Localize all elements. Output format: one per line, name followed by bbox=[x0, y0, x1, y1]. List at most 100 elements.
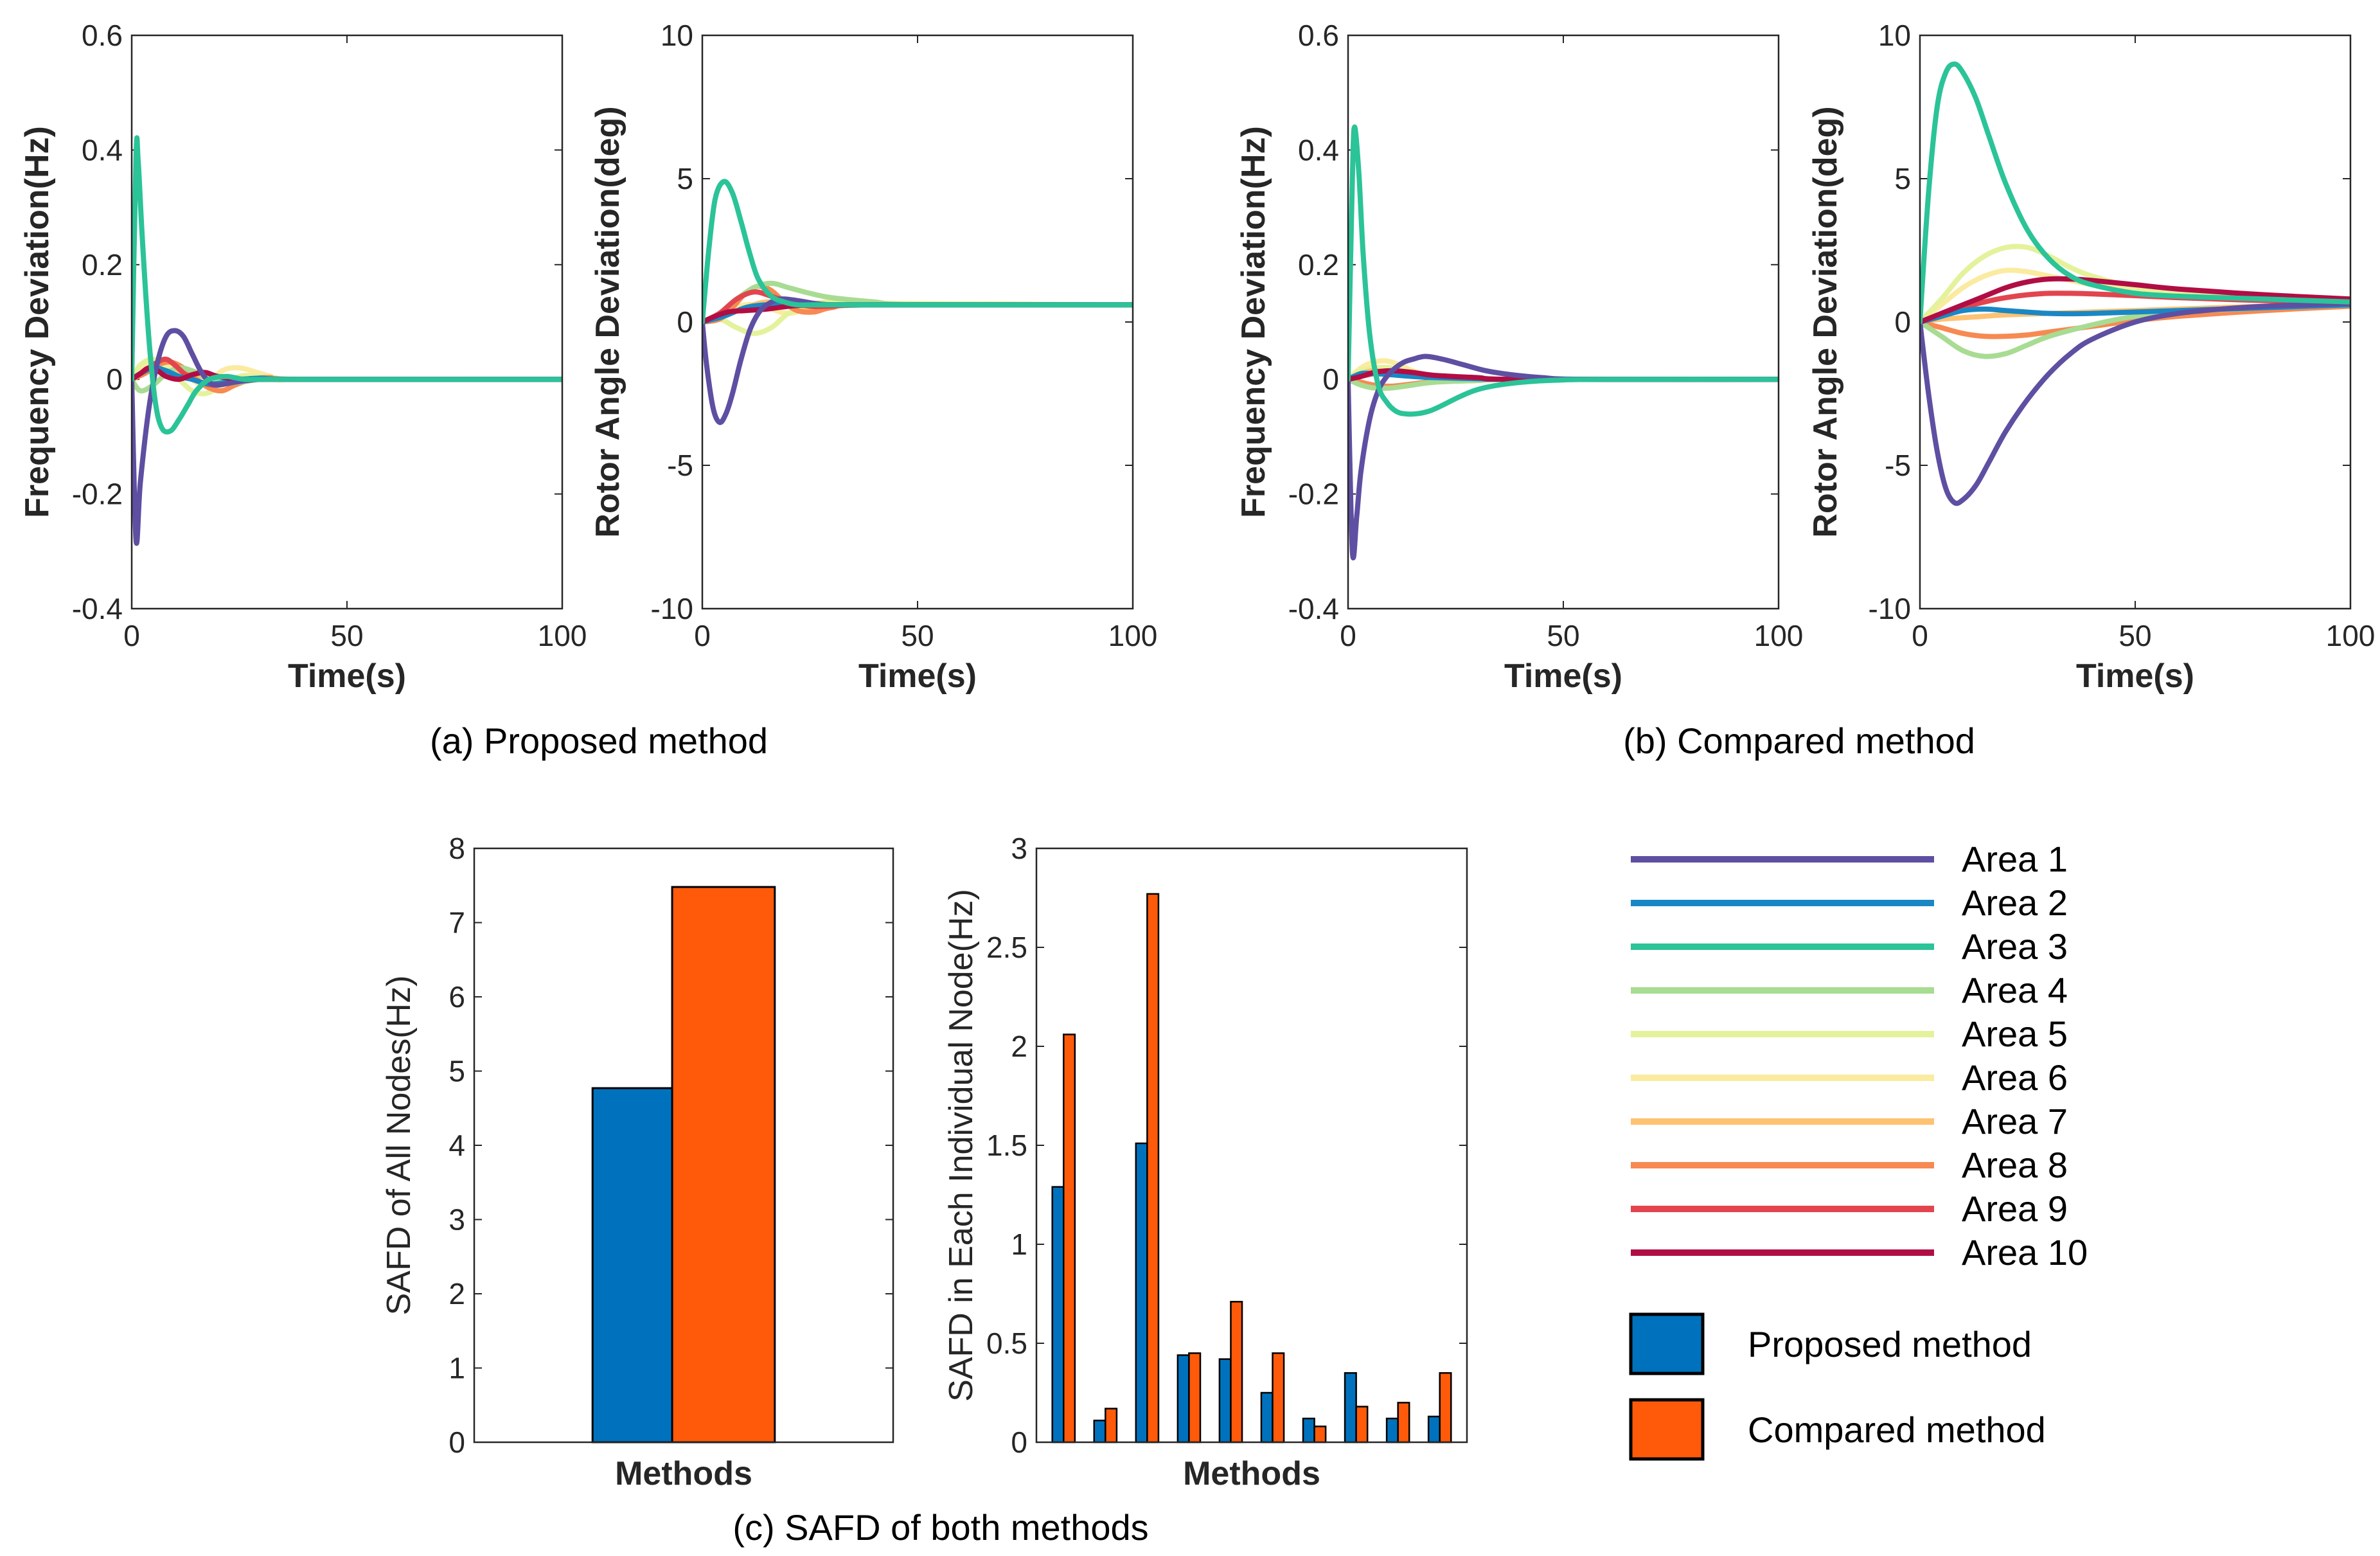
legend-label: Area 9 bbox=[1962, 1188, 2068, 1229]
legend-label: Area 6 bbox=[1962, 1057, 2068, 1098]
y-tick-label: -0.4 bbox=[72, 592, 123, 625]
y-tick-label: 10 bbox=[661, 19, 693, 52]
legend-label: Area 2 bbox=[1962, 882, 2068, 923]
bar-area-2-proposed bbox=[1093, 1419, 1106, 1444]
bar-area-1-compared bbox=[1063, 1033, 1076, 1444]
legend-swatch bbox=[1629, 1398, 1705, 1461]
y-tick-label: 0 bbox=[106, 362, 123, 396]
y-tick-label: 0.4 bbox=[82, 133, 123, 166]
y-tick-label: 1.5 bbox=[986, 1129, 1027, 1162]
axes-frame bbox=[1919, 34, 2352, 610]
plot-area bbox=[132, 35, 562, 609]
x-tick-label: 50 bbox=[2118, 619, 2151, 652]
plot-area bbox=[1348, 35, 1779, 609]
bar-area-8-compared bbox=[1355, 1406, 1369, 1444]
y-tick-label: -0.2 bbox=[72, 478, 123, 511]
x-tick-label: 100 bbox=[1108, 619, 1158, 652]
series-line-area-3 bbox=[1348, 124, 1779, 417]
x-tick-label: 50 bbox=[901, 619, 934, 652]
bar-area-8-proposed bbox=[1344, 1372, 1357, 1444]
series-line-area-3 bbox=[1920, 61, 2350, 325]
x-tick-label: 0 bbox=[1912, 619, 1928, 652]
y-axis-label: Frequency Deviation(Hz) bbox=[19, 126, 56, 518]
series-group bbox=[1920, 61, 2350, 506]
y-axis-label: SAFD of All Nodes(Hz) bbox=[380, 976, 418, 1316]
x-tick-label: 100 bbox=[538, 619, 587, 652]
bar-area-3-proposed bbox=[1135, 1142, 1148, 1444]
y-tick-label: -0.4 bbox=[1288, 592, 1339, 625]
y-tick-label: 7 bbox=[448, 906, 465, 940]
legend-item-area-7: Area 7 bbox=[1631, 1101, 2068, 1141]
bar-area-6-proposed bbox=[1260, 1391, 1274, 1444]
axes-frame bbox=[473, 847, 894, 1444]
caption-a: (a) Proposed method bbox=[430, 720, 768, 761]
y-tick-label: 10 bbox=[1878, 19, 1911, 52]
legend-swatch bbox=[1629, 1312, 1705, 1375]
legend-label: Compared method bbox=[1748, 1409, 2046, 1450]
y-axis-label: Frequency Deviation(Hz) bbox=[1235, 126, 1272, 518]
y-tick-label: 0.4 bbox=[1298, 133, 1339, 166]
bar-area-1-proposed bbox=[1051, 1186, 1065, 1444]
y-tick-label: 1 bbox=[448, 1352, 465, 1385]
y-tick-label: 3 bbox=[448, 1203, 465, 1237]
axes-frame bbox=[701, 34, 1134, 610]
bar-area-5-compared bbox=[1230, 1301, 1243, 1444]
y-tick-label: 0 bbox=[1894, 305, 1911, 339]
legend-item-proposed: Proposed method bbox=[1629, 1312, 2032, 1375]
x-axis-label: Time(s) bbox=[2076, 657, 2194, 695]
chart-c-node: 0 0.5 1 1.5 2 2.5 3 Methods SAFD in Each Individ… bbox=[943, 832, 1468, 1492]
bar-area-7-proposed bbox=[1302, 1417, 1315, 1444]
y-tick-label: -10 bbox=[1869, 592, 1911, 625]
y-tick-label: -10 bbox=[651, 592, 693, 625]
legend-label: Area 10 bbox=[1962, 1232, 2088, 1273]
chart-c-total: 0 1 2 3 4 5 6 7 8 Methods SAFD of All Nodes(Hz) bbox=[380, 832, 894, 1492]
series-line-area-1 bbox=[1348, 353, 1779, 560]
series-line-area-3 bbox=[132, 135, 562, 435]
legend-item-area-3: Area 3 bbox=[1631, 926, 2068, 967]
axes-frame bbox=[1347, 34, 1780, 610]
series-line-area-8 bbox=[1920, 303, 2350, 339]
x-axis-label: Time(s) bbox=[858, 657, 977, 695]
legend-label: Area 1 bbox=[1962, 839, 2068, 879]
x-tick-label: 100 bbox=[1754, 619, 1804, 652]
caption-c: (c) SAFD of both methods bbox=[733, 1507, 1148, 1548]
y-tick-label: -5 bbox=[667, 449, 693, 482]
x-tick-label: 50 bbox=[1547, 619, 1579, 652]
bar-area-5-proposed bbox=[1218, 1358, 1232, 1444]
legend-item-area-4: Area 4 bbox=[1631, 970, 2068, 1010]
caption-b: (b) Compared method bbox=[1623, 720, 1975, 761]
y-tick-label: 0.2 bbox=[82, 248, 123, 282]
series-line-area-3 bbox=[702, 179, 1133, 325]
y-axis-label: Rotor Angle Deviation(deg) bbox=[1807, 106, 1844, 537]
chart-b-freq: -0.4 -0.2 0 0.2 0.4 0.6 0 50 100 Time(s) Frequency… bbox=[1235, 19, 1803, 695]
x-axis-label: Time(s) bbox=[1504, 657, 1622, 695]
axes-frame bbox=[1035, 847, 1468, 1444]
y-tick-label: 2 bbox=[1011, 1030, 1027, 1063]
x-axis-label: Methods bbox=[615, 1455, 752, 1492]
legend-label: Area 4 bbox=[1962, 970, 2068, 1010]
chart-a-freq: -0.4 -0.2 0 0.2 0.4 0.6 0 50 100 Time(s) Frequency… bbox=[19, 19, 587, 695]
charts-layer: -0.4-0.200.20.40.60 50 100Time(s)Frequency… bbox=[19, 19, 2375, 1492]
bar-area-6-compared bbox=[1272, 1352, 1285, 1444]
legend-item-area-9: Area 9 bbox=[1631, 1188, 2068, 1229]
y-tick-label: 4 bbox=[448, 1129, 465, 1162]
y-tick-label: 5 bbox=[1894, 162, 1911, 195]
bar-area-2-compared bbox=[1105, 1408, 1118, 1444]
bar-area-10-proposed bbox=[1427, 1415, 1441, 1444]
y-tick-label: 3 bbox=[1011, 832, 1027, 865]
legend-item-compared: Compared method bbox=[1629, 1398, 2046, 1461]
y-tick-label: 0 bbox=[448, 1426, 465, 1459]
y-tick-label: 8 bbox=[448, 832, 465, 865]
y-tick-label: 0 bbox=[677, 305, 693, 339]
y-tick-label: 0 bbox=[1322, 362, 1339, 396]
legend-item-area-2: Area 2 bbox=[1631, 882, 2068, 923]
series-line-area-10 bbox=[1920, 276, 2350, 325]
y-tick-label: 6 bbox=[448, 980, 465, 1014]
legend-label: Area 5 bbox=[1962, 1014, 2068, 1054]
x-tick-label: 0 bbox=[694, 619, 711, 652]
y-tick-label: 0.6 bbox=[82, 19, 123, 52]
x-tick-label: 100 bbox=[2326, 619, 2376, 652]
